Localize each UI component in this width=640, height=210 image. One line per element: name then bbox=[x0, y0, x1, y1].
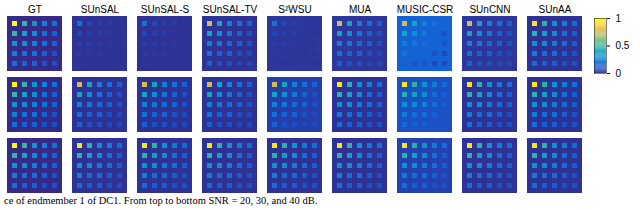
svg-text:S²WSU: S²WSU bbox=[278, 4, 311, 15]
svg-text:GT: GT bbox=[28, 4, 42, 15]
svg-text:SUnCNN: SUnCNN bbox=[469, 4, 510, 15]
svg-text:SUnSAL-TV: SUnSAL-TV bbox=[203, 4, 258, 15]
svg-text:SUnSAL: SUnSAL bbox=[81, 4, 120, 15]
html-text:ce of endmember 1 of DC1. From: ce of endmember 1 of DC1. From top to bo… bbox=[4, 195, 318, 206]
svg-text:MUA: MUA bbox=[349, 4, 372, 15]
svg-text:MUSIC-CSR: MUSIC-CSR bbox=[397, 4, 454, 15]
svg-text:0: 0 bbox=[616, 68, 622, 79]
svg-text:SUnAA: SUnAA bbox=[539, 4, 572, 15]
svg-text:1: 1 bbox=[616, 13, 622, 24]
svg-text:SUnSAL-S: SUnSAL-S bbox=[141, 4, 190, 15]
svg-text:0.5: 0.5 bbox=[616, 40, 630, 51]
